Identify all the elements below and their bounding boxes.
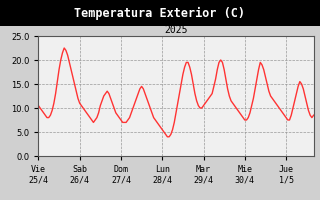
Text: Temperatura Exterior (C): Temperatura Exterior (C) (75, 6, 245, 20)
Title: 2025: 2025 (164, 25, 188, 35)
